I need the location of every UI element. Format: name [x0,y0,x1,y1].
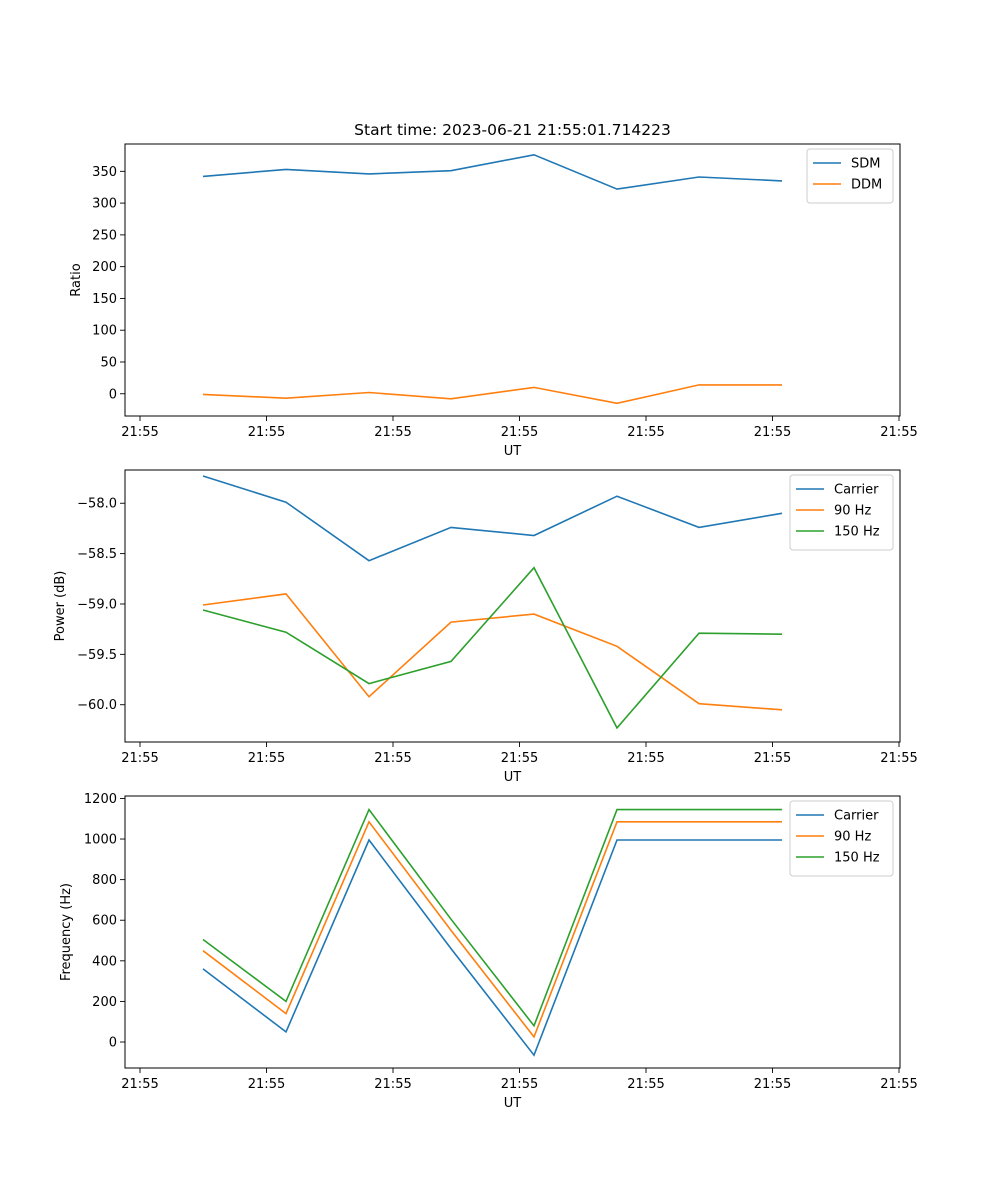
series-line-150-hz [202,808,782,1028]
legend-label: 90 Hz [834,830,871,845]
y-tick-label: 0 [109,1036,117,1051]
x-tick-label: 21:55 [627,1077,664,1092]
x-axis-label: UT [504,444,522,459]
legend-label: DDM [851,178,882,193]
x-tick-label: 21:55 [248,1077,285,1092]
y-tick-label: −58.0 [77,497,117,512]
y-tick-label: −59.5 [77,648,117,663]
legend-label: SDM [851,157,880,172]
y-tick-label: −58.5 [77,547,117,562]
y-tick-label: 100 [92,324,117,339]
x-tick-label: 21:55 [754,1077,791,1092]
y-tick-label: 1000 [84,833,117,848]
legend-label: Carrier [834,483,879,498]
y-axis-label: Power (dB) [53,571,68,642]
y-tick-label: 200 [92,995,117,1010]
x-tick-label: 21:55 [627,751,664,766]
x-tick-label: 21:55 [501,751,538,766]
y-tick-label: 0 [109,387,117,402]
y-tick-label: 600 [92,914,117,929]
x-tick-label: 21:55 [121,425,158,440]
series-line-sdm [202,153,783,190]
x-tick-label: 21:55 [880,425,917,440]
x-tick-label: 21:55 [374,425,411,440]
y-axis-label: Frequency (Hz) [59,883,74,981]
y-tick-label: 150 [92,292,117,307]
x-tick-label: 21:55 [374,751,411,766]
x-tick-label: 21:55 [374,1077,411,1092]
legend-label: Carrier [834,809,879,824]
axes-frame [124,469,901,743]
x-tick-label: 21:55 [880,1077,917,1092]
x-tick-label: 21:55 [501,425,538,440]
y-tick-label: 350 [92,165,117,180]
series-line-carrier [202,838,782,1057]
legend-label: 90 Hz [834,504,871,519]
series-line-ddm [202,384,782,405]
series-line-150-hz [202,566,783,730]
x-tick-label: 21:55 [880,751,917,766]
y-tick-label: −59.0 [77,597,117,612]
chart-title: Start time: 2023-06-21 21:55:01.714223 [354,121,671,139]
y-tick-label: 300 [92,197,117,212]
legend: Carrier 90 Hz 150 Hz [789,474,894,551]
series-line-carrier [202,475,783,562]
axes-frame [124,795,901,1069]
y-tick-label: 50 [100,355,117,370]
chart-panel-2: 21:55 21:55 21:55 21:55 21:55 21:55 21:55 UT −58… [53,469,918,785]
y-tick-label: −60.0 [77,698,117,713]
legend-label: 150 Hz [834,525,880,540]
x-tick-label: 21:55 [121,751,158,766]
chart-panel-3: 21:55 21:55 21:55 21:55 21:55 21:55 21:55 UT 0 20… [59,792,918,1111]
y-tick-label: 400 [92,954,117,969]
x-tick-label: 21:55 [501,1077,538,1092]
x-axis-label: UT [504,770,522,785]
series-line-90-hz [202,593,783,711]
legend: SDM DDM [806,148,894,204]
y-tick-label: 200 [92,260,117,275]
y-tick-label: 1200 [84,792,117,807]
legend: Carrier 90 Hz 150 Hz [789,800,894,877]
x-tick-label: 21:55 [627,425,664,440]
x-tick-label: 21:55 [248,425,285,440]
x-tick-label: 21:55 [121,1077,158,1092]
legend-label: 150 Hz [834,851,880,866]
x-tick-label: 21:55 [754,425,791,440]
axes-frame [124,143,901,417]
x-tick-label: 21:55 [754,751,791,766]
y-axis-label: Ratio [69,263,84,296]
chart-panel-1: 21:55 21:55 21:55 21:55 21:55 21:55 21:55 UT 0 50… [69,143,918,459]
x-axis-label: UT [504,1096,522,1111]
y-tick-label: 800 [92,873,117,888]
series-line-90-hz [202,820,782,1039]
x-tick-label: 21:55 [248,751,285,766]
y-tick-label: 250 [92,228,117,243]
